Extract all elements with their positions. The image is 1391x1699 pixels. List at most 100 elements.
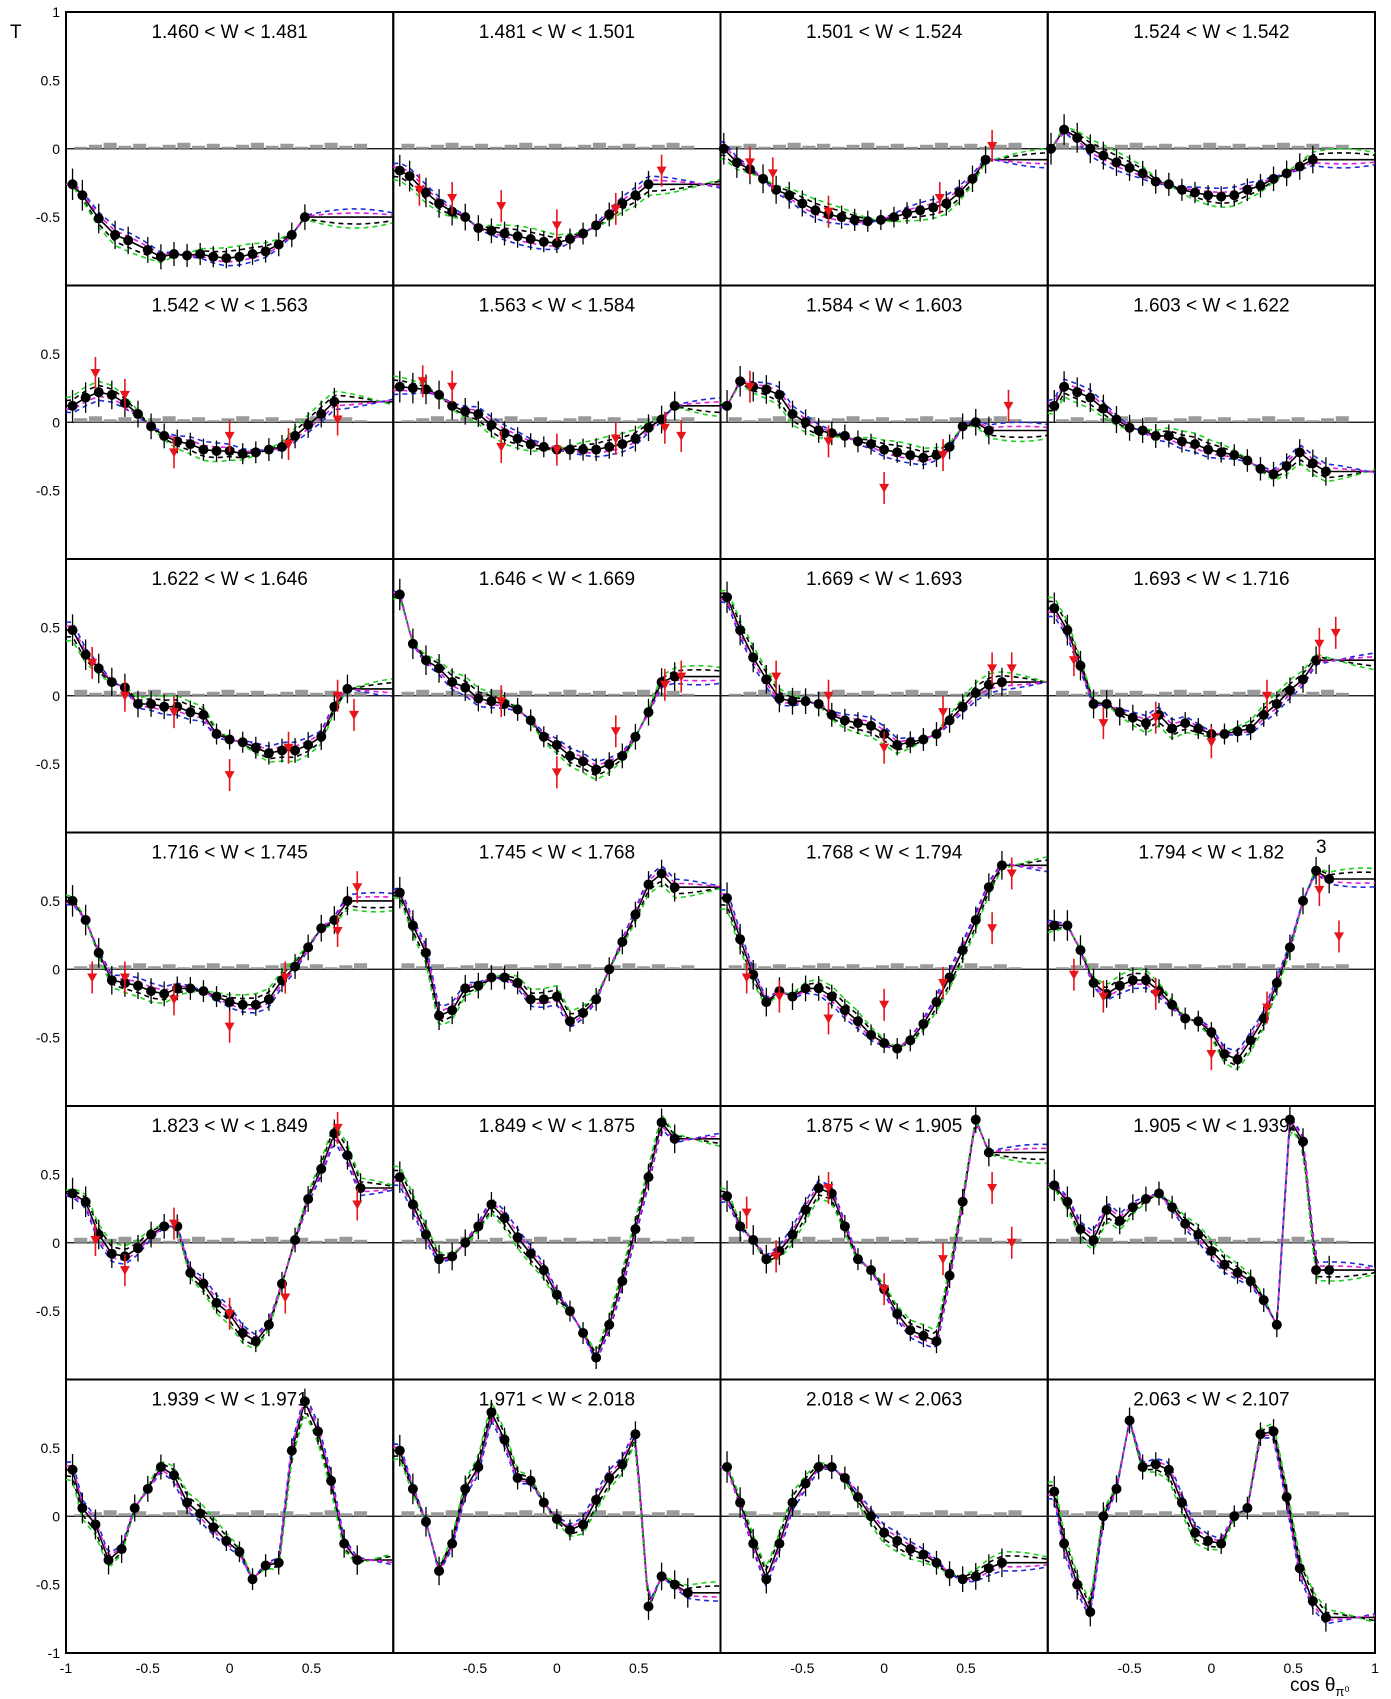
data-point bbox=[486, 1407, 497, 1418]
data-point bbox=[1140, 1193, 1151, 1204]
data-point bbox=[1242, 1503, 1253, 1514]
panel-title: 1.716 < W < 1.745 bbox=[151, 843, 307, 864]
systematics-bar bbox=[1276, 419, 1290, 423]
data-point-red bbox=[771, 1252, 782, 1262]
data-point bbox=[499, 1434, 510, 1445]
data-point bbox=[826, 991, 837, 1002]
data-point bbox=[67, 1464, 78, 1475]
data-point bbox=[983, 1147, 994, 1158]
data-point-red bbox=[168, 995, 179, 1005]
data-point bbox=[1137, 168, 1148, 179]
data-point bbox=[787, 409, 798, 420]
data-point bbox=[420, 947, 431, 958]
systematics-bar bbox=[787, 142, 801, 149]
data-point bbox=[1085, 143, 1096, 154]
y-tick-label: 0 bbox=[52, 414, 60, 430]
systematics-bar bbox=[905, 418, 919, 423]
systematics-bar bbox=[758, 418, 772, 423]
data-point bbox=[1046, 143, 1057, 154]
systematics-bar bbox=[147, 1237, 161, 1243]
systematics-bar bbox=[728, 965, 742, 970]
data-point-red bbox=[119, 1266, 130, 1276]
data-point bbox=[866, 1511, 877, 1522]
data-point bbox=[839, 1005, 850, 1016]
systematics-bar bbox=[666, 967, 680, 970]
systematics-bar bbox=[475, 963, 489, 970]
systematics-bar bbox=[728, 693, 742, 696]
systematics-bar bbox=[519, 1510, 533, 1517]
data-point-red bbox=[1334, 932, 1345, 942]
data-point bbox=[185, 1267, 196, 1278]
systematics-bar bbox=[934, 419, 948, 423]
data-point bbox=[512, 1472, 523, 1483]
systematics-bar bbox=[177, 142, 191, 149]
data-point-red bbox=[1098, 719, 1109, 729]
systematics-bar bbox=[430, 1512, 444, 1517]
data-point bbox=[591, 1352, 602, 1363]
systematics-bar bbox=[280, 143, 294, 149]
systematics-bar bbox=[651, 1240, 665, 1243]
data-point bbox=[941, 198, 952, 209]
model-blue bbox=[1047, 1119, 1376, 1327]
data-point bbox=[93, 213, 104, 224]
systematics-bar bbox=[964, 963, 978, 970]
systematics-bar bbox=[1188, 416, 1202, 423]
data-point-red bbox=[774, 992, 785, 1002]
systematics-bar bbox=[1335, 1512, 1349, 1517]
data-point bbox=[669, 882, 680, 893]
y-tick-label: 0.5 bbox=[41, 346, 61, 362]
data-point-red bbox=[1098, 992, 1109, 1002]
systematics-bar bbox=[1159, 691, 1173, 696]
model-green bbox=[65, 894, 394, 1005]
model-blue bbox=[65, 182, 394, 267]
data-point bbox=[761, 1574, 772, 1585]
data-point bbox=[247, 249, 258, 260]
data-point bbox=[800, 983, 811, 994]
systematics-bar bbox=[1144, 693, 1158, 696]
systematics-bar bbox=[1321, 418, 1335, 423]
systematics-bar bbox=[401, 1511, 415, 1517]
data-point-red bbox=[1003, 401, 1014, 411]
data-point bbox=[866, 1029, 877, 1040]
data-point bbox=[185, 707, 196, 718]
data-point bbox=[604, 209, 615, 220]
systematics-bar bbox=[1173, 1514, 1187, 1517]
systematics-bar bbox=[236, 144, 250, 149]
systematics-bar bbox=[339, 417, 353, 423]
data-point bbox=[434, 1010, 445, 1021]
systematics-bar bbox=[460, 417, 474, 423]
model-green bbox=[720, 1461, 1048, 1577]
systematics-bar bbox=[489, 689, 503, 696]
systematics-bar bbox=[103, 419, 117, 423]
systematics-bar bbox=[666, 142, 680, 149]
data-point bbox=[90, 1519, 101, 1530]
data-point bbox=[682, 1587, 693, 1598]
data-point bbox=[129, 1503, 140, 1514]
data-point bbox=[447, 1005, 458, 1016]
systematics-bar bbox=[74, 418, 88, 423]
panel-title: 1.939 < W < 1.971 bbox=[151, 1390, 307, 1411]
data-point bbox=[564, 234, 575, 245]
data-point bbox=[103, 1555, 114, 1566]
data-point bbox=[1176, 436, 1187, 447]
systematics-bar bbox=[831, 418, 845, 423]
systematics-bar bbox=[905, 689, 919, 696]
data-point bbox=[1176, 184, 1187, 195]
data-point bbox=[800, 417, 811, 428]
systematics-bar bbox=[1188, 1240, 1202, 1243]
data-point bbox=[525, 994, 536, 1005]
systematics-bar bbox=[191, 693, 206, 696]
systematics-bar bbox=[504, 1512, 518, 1517]
data-point bbox=[198, 709, 209, 720]
systematics-bar bbox=[1306, 691, 1320, 696]
y-tick-label: 0.5 bbox=[41, 1166, 61, 1182]
systematics-bar bbox=[1335, 416, 1349, 423]
systematics-bar bbox=[147, 966, 161, 970]
systematics-bar bbox=[563, 418, 577, 423]
model-blue bbox=[1047, 130, 1376, 190]
systematics-bar bbox=[993, 692, 1007, 696]
y-axis-label: T bbox=[10, 22, 22, 43]
data-point bbox=[787, 1497, 798, 1508]
systematics-bar bbox=[651, 964, 665, 970]
y-tick-label: -0.5 bbox=[36, 483, 60, 499]
